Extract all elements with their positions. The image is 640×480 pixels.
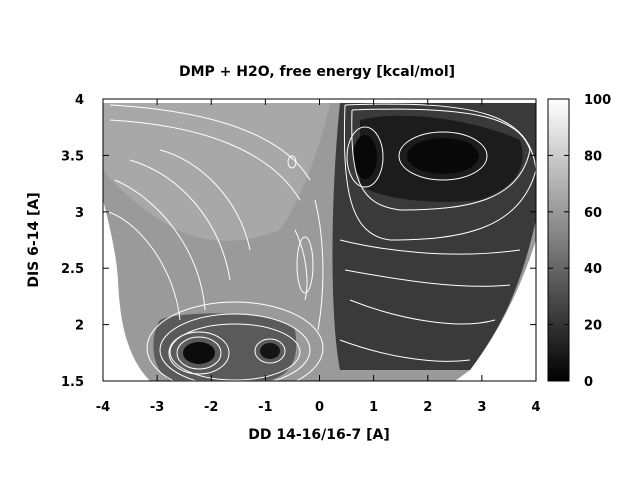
- colorbar: 0 20 40 60 80 100: [547, 93, 611, 390]
- minimum-d: [407, 138, 479, 174]
- y-tick-label: 2.5: [61, 262, 84, 277]
- x-axis: -4 -3 -2 -1 0 1 2 3 4 DD 14-16/16-7 [A]: [96, 99, 541, 443]
- colorbar-gradient: [547, 98, 570, 382]
- y-tick-label: 2: [75, 319, 84, 334]
- y-tick-label: 1.5: [61, 375, 84, 390]
- x-tick-label: -1: [258, 400, 272, 415]
- colorbar-tick-label: 60: [584, 206, 602, 221]
- x-tick-label: -2: [204, 400, 218, 415]
- y-tick-labels: 1.5 2 2.5 3 3.5 4: [61, 93, 84, 390]
- x-tick-labels: -4 -3 -2 -1 0 1 2 3 4: [96, 400, 541, 415]
- colorbar-tick-label: 80: [584, 149, 602, 164]
- upper-plateau: [103, 103, 330, 241]
- colorbar-tick-label: 0: [584, 375, 593, 390]
- y-axis-label: DIS 6-14 [A]: [26, 192, 42, 287]
- y-axis: 1.5 2 2.5 3 3.5 4 DIS 6-14 [A]: [26, 93, 536, 390]
- x-tick-label: -4: [96, 400, 110, 415]
- contour-lines: [103, 103, 536, 381]
- plot-area: [102, 98, 537, 382]
- x-tick-label: 0: [315, 400, 324, 415]
- colorbar-tick-label: 40: [584, 262, 602, 277]
- y-tick-marks: [103, 98, 536, 382]
- x-tick-label: 4: [531, 400, 540, 415]
- colorbar-tick-label: 20: [584, 319, 602, 334]
- x-tick-label: 1: [369, 400, 378, 415]
- x-tick-marks: [102, 99, 537, 381]
- left-basin: [153, 313, 297, 380]
- y-tick-label: 3.5: [61, 149, 84, 164]
- minimum-b: [260, 343, 280, 359]
- colorbar-ticks: 0 20 40 60 80 100: [548, 93, 611, 390]
- y-tick-label: 3: [75, 206, 84, 221]
- chart-title: DMP + H2O, free energy [kcal/mol]: [179, 64, 455, 80]
- x-axis-label: DD 14-16/16-7 [A]: [248, 427, 390, 443]
- minimum-c: [353, 135, 377, 179]
- minimum-a: [183, 342, 215, 364]
- x-tick-label: 3: [477, 400, 486, 415]
- x-tick-label: 2: [423, 400, 432, 415]
- x-tick-label: -3: [150, 400, 164, 415]
- colorbar-tick-label: 100: [584, 93, 611, 108]
- y-tick-label: 4: [75, 93, 84, 108]
